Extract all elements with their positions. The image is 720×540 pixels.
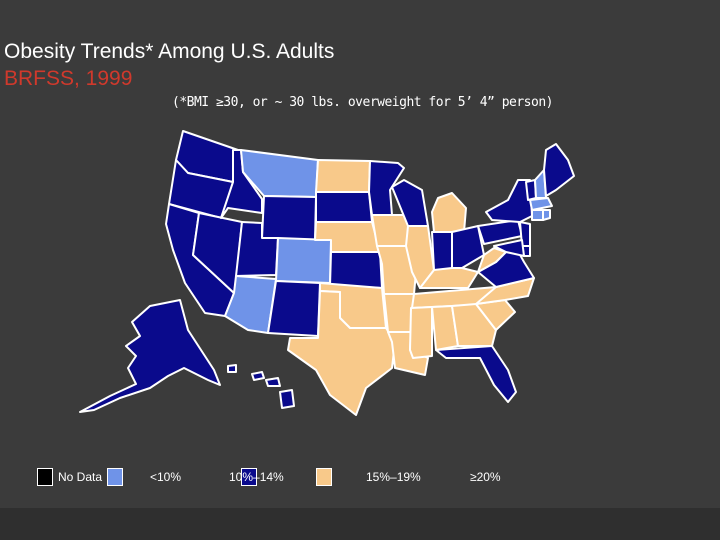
state-wi — [391, 179, 429, 227]
bmi-footnote: (*BMI ≥30, or ~ 30 lbs. overweight for 5… — [172, 95, 554, 110]
state-ct — [531, 209, 544, 221]
legend-label-10-14: 10%–14% — [229, 470, 284, 484]
legend-label-15-19: 15%–19% — [366, 470, 421, 484]
state-ky — [419, 267, 479, 289]
state-ak — [79, 299, 221, 413]
state-ar — [383, 293, 415, 333]
state-fl — [435, 345, 517, 403]
bottom-bar — [0, 508, 720, 540]
state-oh — [451, 225, 485, 269]
state-co — [275, 237, 332, 284]
legend-swatch-15-19 — [316, 468, 332, 486]
state-nm — [267, 280, 321, 337]
state-in — [431, 231, 453, 271]
state-mn — [368, 160, 405, 216]
legend-swatch-lt10 — [107, 468, 123, 486]
state-ga — [451, 303, 497, 347]
legend-label-lt10: <10% — [150, 470, 182, 484]
state-ms — [409, 306, 433, 359]
state-ks — [329, 251, 383, 289]
state-nd — [315, 159, 371, 193]
state-sd — [315, 191, 373, 223]
state-md — [493, 239, 525, 257]
slide-title: Obesity Trends* Among U.S. Adults — [4, 40, 335, 63]
legend-swatch-no-data — [37, 468, 53, 486]
legend-label-no-data: No Data — [58, 470, 103, 484]
state-hi — [227, 364, 295, 409]
state-wy — [261, 195, 317, 241]
state-az — [224, 275, 277, 334]
state-mi — [431, 192, 467, 233]
slide-subtitle: BRFSS, 1999 — [4, 67, 133, 90]
state-nc — [475, 277, 535, 305]
state-ma — [529, 197, 553, 211]
map-legend: No Data <10% 10%–14% 15%–19% ≥20% — [0, 466, 720, 490]
state-ri — [542, 209, 551, 221]
state-me — [543, 143, 575, 197]
state-tx — [287, 290, 396, 416]
state-ny — [485, 179, 533, 223]
legend-label-ge20: ≥20% — [470, 470, 501, 484]
legend-swatch-10-14 — [241, 468, 257, 486]
